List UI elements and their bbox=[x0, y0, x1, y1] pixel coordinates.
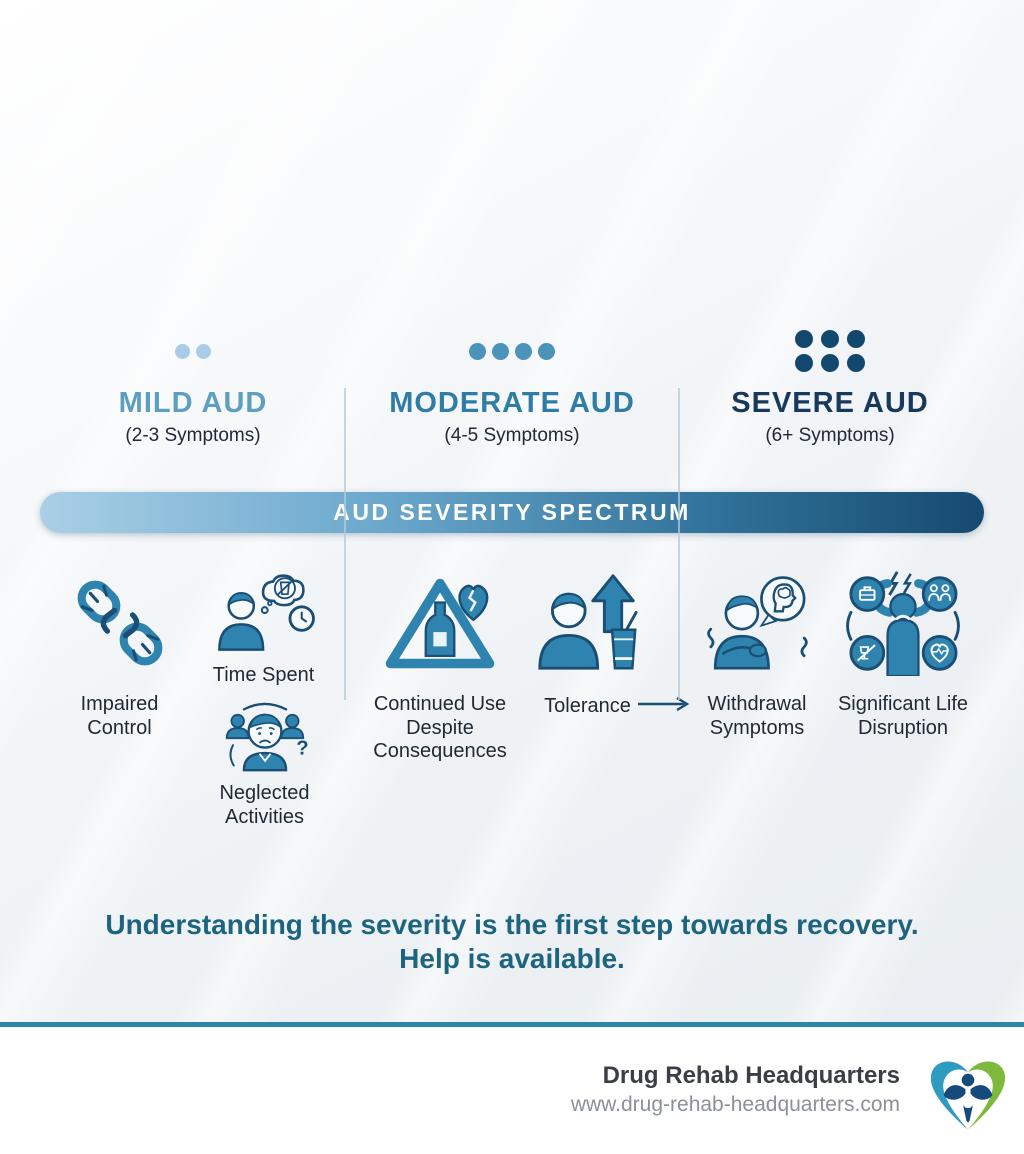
column-subtitle-moderate: (4-5 Symptoms) bbox=[444, 425, 580, 447]
severity-dot bbox=[847, 354, 865, 372]
symptom-label: Tolerance bbox=[544, 695, 631, 717]
symptom-withdrawal: Withdrawal Symptoms bbox=[684, 574, 830, 740]
column-divider bbox=[678, 388, 680, 700]
thinking-about-drink-clock-icon bbox=[218, 574, 315, 651]
severity-dot bbox=[538, 342, 555, 360]
symptom-continued-use: Continued Use Despite Consequences bbox=[373, 574, 507, 764]
footer: Drug Rehab Headquarters www.drug-rehab-h… bbox=[0, 1027, 1024, 1154]
severity-dots-mild bbox=[33, 326, 353, 376]
warning-triangle-bottle-broken-heart-icon bbox=[385, 578, 494, 669]
severity-dot bbox=[821, 330, 839, 348]
severity-dot bbox=[196, 343, 211, 359]
symptom-label: Significant Life Disruption bbox=[837, 693, 969, 739]
symptom-life-disruption: Significant Life Disruption bbox=[820, 568, 986, 740]
severity-dot bbox=[469, 342, 486, 360]
severity-dot bbox=[515, 342, 532, 360]
symptom-label: Time Spent bbox=[212, 664, 315, 686]
severity-dots-moderate bbox=[352, 326, 672, 376]
symptom-neglected-activities: ? Neglected Activities bbox=[182, 700, 347, 829]
symptom-label: Impaired Control bbox=[80, 693, 159, 739]
footer-text: Drug Rehab Headquarters www.drug-rehab-h… bbox=[570, 1062, 900, 1117]
broken-chain-icon bbox=[77, 580, 162, 666]
severity-dot bbox=[821, 354, 839, 372]
column-title-severe: SEVERE AUD bbox=[731, 387, 929, 419]
severity-dot bbox=[492, 342, 509, 360]
sad-person-ignored-friends-icon: ? bbox=[225, 702, 308, 772]
severity-spectrum-banner: AUD SEVERITY SPECTRUM bbox=[40, 492, 984, 533]
severity-dot bbox=[175, 343, 190, 359]
website-url: www.drug-rehab-headquarters.com bbox=[570, 1093, 900, 1117]
svg-text:?: ? bbox=[296, 738, 308, 760]
column-subtitle-severe: (6+ Symptoms) bbox=[765, 425, 895, 447]
brand-name: Drug Rehab Headquarters bbox=[602, 1062, 900, 1089]
banner-label: AUD SEVERITY SPECTRUM bbox=[333, 499, 691, 525]
symptom-label: Continued Use Despite Consequences bbox=[373, 693, 507, 763]
heart-person-logo-icon bbox=[930, 1061, 1006, 1130]
arrow-right-icon bbox=[638, 696, 690, 712]
severity-dot bbox=[847, 330, 865, 348]
footer-divider bbox=[0, 1022, 1024, 1027]
distressed-person-life-areas-icon bbox=[846, 571, 960, 676]
severity-dot bbox=[795, 330, 813, 348]
severity-dot bbox=[795, 354, 813, 372]
symptom-label: Withdrawal Symptoms bbox=[707, 693, 807, 739]
person-rising-arrow-drink-icon bbox=[537, 574, 638, 670]
column-title-mild: MILD AUD bbox=[118, 387, 268, 419]
shaking-person-brain-bubble-icon bbox=[707, 576, 808, 670]
severity-dots-severe bbox=[792, 326, 868, 376]
symptom-label: Neglected Activities bbox=[219, 782, 310, 828]
symptom-impaired-control: Impaired Control bbox=[47, 578, 192, 740]
column-subtitle-mild: (2-3 Symptoms) bbox=[125, 425, 261, 447]
symptom-time-spent: Time Spent bbox=[191, 574, 336, 688]
symptom-tolerance: Tolerance bbox=[520, 570, 655, 719]
column-header-mild: MILD AUD (2-3 Symptoms) bbox=[33, 326, 353, 447]
column-divider bbox=[344, 388, 346, 700]
column-header-severe: SEVERE AUD (6+ Symptoms) bbox=[670, 326, 990, 447]
recovery-message-line2: Help is available. bbox=[399, 943, 625, 975]
column-header-moderate: MODERATE AUD (4-5 Symptoms) bbox=[352, 326, 672, 447]
recovery-message: Understanding the severity is the first … bbox=[0, 908, 1024, 977]
recovery-message-line1: Understanding the severity is the first … bbox=[105, 909, 919, 940]
column-title-moderate: MODERATE AUD bbox=[389, 387, 635, 419]
